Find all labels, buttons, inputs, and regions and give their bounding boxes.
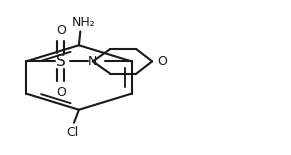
Text: N: N bbox=[88, 55, 97, 68]
Text: NH₂: NH₂ bbox=[71, 16, 95, 29]
Text: S: S bbox=[56, 54, 66, 69]
Text: O: O bbox=[157, 55, 167, 68]
Text: O: O bbox=[56, 86, 66, 99]
Text: O: O bbox=[56, 24, 66, 37]
Text: Cl: Cl bbox=[66, 126, 79, 139]
